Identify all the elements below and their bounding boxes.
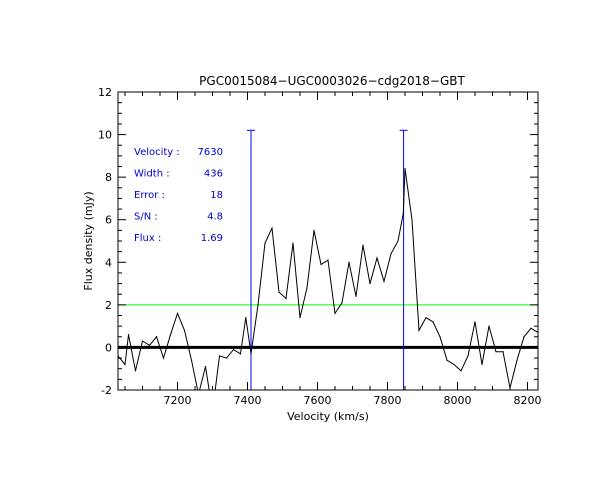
data-point [530,327,532,329]
data-point [285,297,287,300]
data-point [383,280,385,283]
data-point [134,370,137,372]
data-point [239,353,242,355]
data-point [390,253,392,255]
data-point [439,336,441,338]
data-point [183,329,186,331]
data-point [313,229,315,231]
y-tick-label: 0 [105,341,112,354]
data-point [397,240,399,242]
plot-content [118,129,538,390]
x-tick-label: 7400 [234,394,262,407]
y-tick-label: -2 [101,384,112,397]
annotation-label: Width : [134,169,170,180]
annotation-label: Flux : [134,233,161,244]
y-tick-label: 12 [98,86,112,99]
annotation-label: Velocity : [134,147,180,158]
data-point [523,336,525,338]
data-point [355,295,357,297]
data-point [218,355,221,357]
x-tick-label: 7600 [304,394,332,407]
data-point [495,351,497,353]
data-point [320,263,322,266]
y-tick-label: 6 [105,214,112,227]
y-axis-title: Flux density (mJy) [82,191,95,290]
data-point [245,317,247,319]
data-point [488,325,490,327]
x-tick-label: 8200 [514,394,542,407]
data-point [453,363,455,366]
data-point [306,287,308,289]
y-tick-label: 8 [105,171,112,184]
data-point [257,304,259,306]
data-point [467,355,469,357]
data-point [127,334,130,336]
plot-area [118,129,538,390]
annotation-value: 1.69 [201,233,223,244]
data-point [169,334,172,336]
data-point [299,317,301,319]
x-tick-label: 7200 [164,394,192,407]
data-point [264,242,266,244]
data-point [502,351,504,353]
annotation-value: 436 [204,169,223,180]
data-point [425,317,427,319]
y-tick-label: 4 [105,256,112,269]
annotation-label: S/N : [134,212,158,223]
data-point [402,212,404,214]
y-tick-label: 2 [105,299,112,312]
x-tick-label: 7800 [374,394,402,407]
data-point [369,282,371,285]
data-point [481,363,483,366]
data-point [278,291,280,293]
data-point [190,359,193,361]
data-point [232,348,235,351]
data-point [271,227,273,229]
data-point [204,365,207,368]
x-tick-label: 8000 [444,394,472,407]
data-point [516,359,518,361]
axis-ticks: 7200 7400 7600 7800 8000 8200 -2 0 2 4 6 8 10 12 [98,86,542,407]
data-point [446,359,448,361]
data-point [418,329,420,331]
annotation-value: 7630 [198,147,223,158]
data-point [162,357,165,359]
annotation-value: 4.8 [207,212,223,223]
data-point [225,357,228,359]
data-point [432,321,434,323]
y-tick-label: 10 [98,129,112,142]
data-point [334,312,336,314]
data-point [124,363,126,366]
data-point [460,370,462,372]
data-point [362,244,364,246]
data-point [176,312,179,314]
data-point [141,340,144,342]
x-axis-title: Velocity (km/s) [287,410,369,423]
data-point [292,242,294,244]
data-point [404,168,406,170]
chart-title: PGC0015084−UGC0003026−cdg2018−GBT [199,74,465,88]
data-point [250,353,252,355]
annotation-label: Error : [134,190,165,201]
data-point [148,344,151,346]
data-point [155,336,158,338]
data-point [376,257,378,259]
annotation-value: 18 [210,190,223,201]
data-point [348,261,350,263]
data-point [341,302,343,304]
data-point [474,321,476,323]
annotations: Velocity : 7630 Width : 436 Error : 18 S/N : 4.… [134,147,223,244]
data-point [411,219,413,221]
data-point [327,259,329,261]
